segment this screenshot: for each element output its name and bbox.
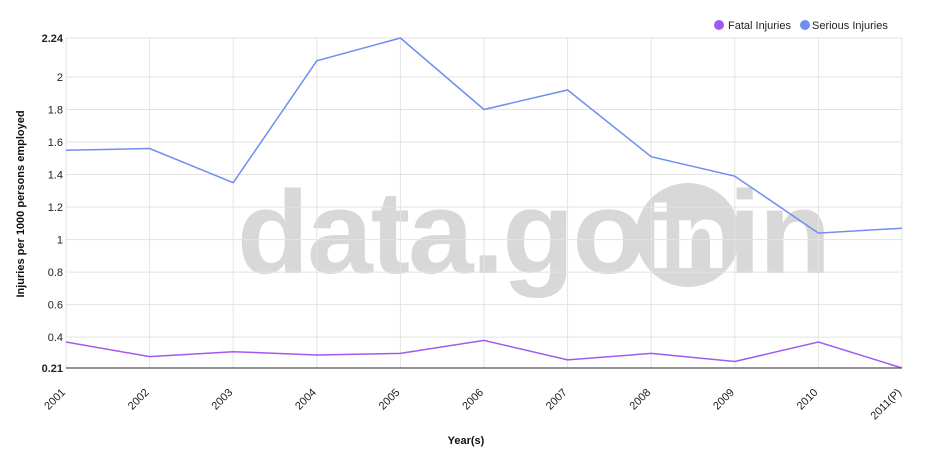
- series-lines: [65, 37, 903, 369]
- y-tick-label: 1.4: [48, 170, 63, 182]
- legend-marker: [714, 20, 724, 30]
- legend-label: Fatal Injuries: [728, 20, 791, 32]
- y-tick-label: 0.4: [48, 332, 63, 344]
- y-tick-label: 2: [57, 72, 63, 84]
- x-axis-title: Year(s): [448, 435, 485, 447]
- x-tick-label: 2011(P): [869, 387, 905, 423]
- legend-label: Serious Injuries: [812, 20, 888, 32]
- x-tick-label: 2002: [126, 387, 152, 413]
- y-axis-title: Injuries per 1000 persons employed: [15, 110, 27, 297]
- x-tick-label: 2004: [293, 387, 319, 413]
- legend-marker: [800, 20, 810, 30]
- watermark-text: data.gov.in: [237, 167, 829, 299]
- watermark-in: in: [648, 188, 728, 288]
- y-tick-label: 2.24: [42, 33, 64, 45]
- y-tick-label: 0.6: [48, 300, 63, 312]
- y-tick-label: 1.6: [48, 137, 63, 149]
- series-line-fatal-injuries: [65, 339, 903, 369]
- y-axis-ticks: 0.21 0.4 0.6 0.8 1 1.2 1.4 1.6 1.8 2 2.24: [42, 33, 64, 375]
- x-tick-label: 2005: [377, 387, 403, 413]
- y-tick-label: 1: [57, 235, 63, 247]
- watermark-circle: [636, 183, 740, 287]
- y-tick-label: 1.8: [48, 105, 63, 117]
- watermark-logo: data.gov.in in: [237, 167, 831, 299]
- x-tick-label: 2009: [711, 387, 737, 413]
- y-tick-label: 0.21: [42, 363, 63, 375]
- x-tick-label: 2010: [795, 387, 821, 413]
- x-tick-label: 2006: [460, 387, 486, 413]
- series-line-serious-injuries: [65, 37, 903, 234]
- x-tick-label: 2003: [210, 387, 236, 413]
- legend: Fatal Injuries Serious Injuries: [714, 20, 888, 32]
- x-tick-label: 2008: [628, 387, 654, 413]
- y-tick-label: 1.2: [48, 202, 63, 214]
- x-tick-label: 2007: [544, 387, 570, 413]
- x-axis-ticks: 2001 2002 2003 2004 2005 2006 2007 2008 2009 2010…: [42, 387, 904, 423]
- y-tick-label: 0.8: [48, 267, 63, 279]
- x-tick-label: 2001: [42, 387, 68, 413]
